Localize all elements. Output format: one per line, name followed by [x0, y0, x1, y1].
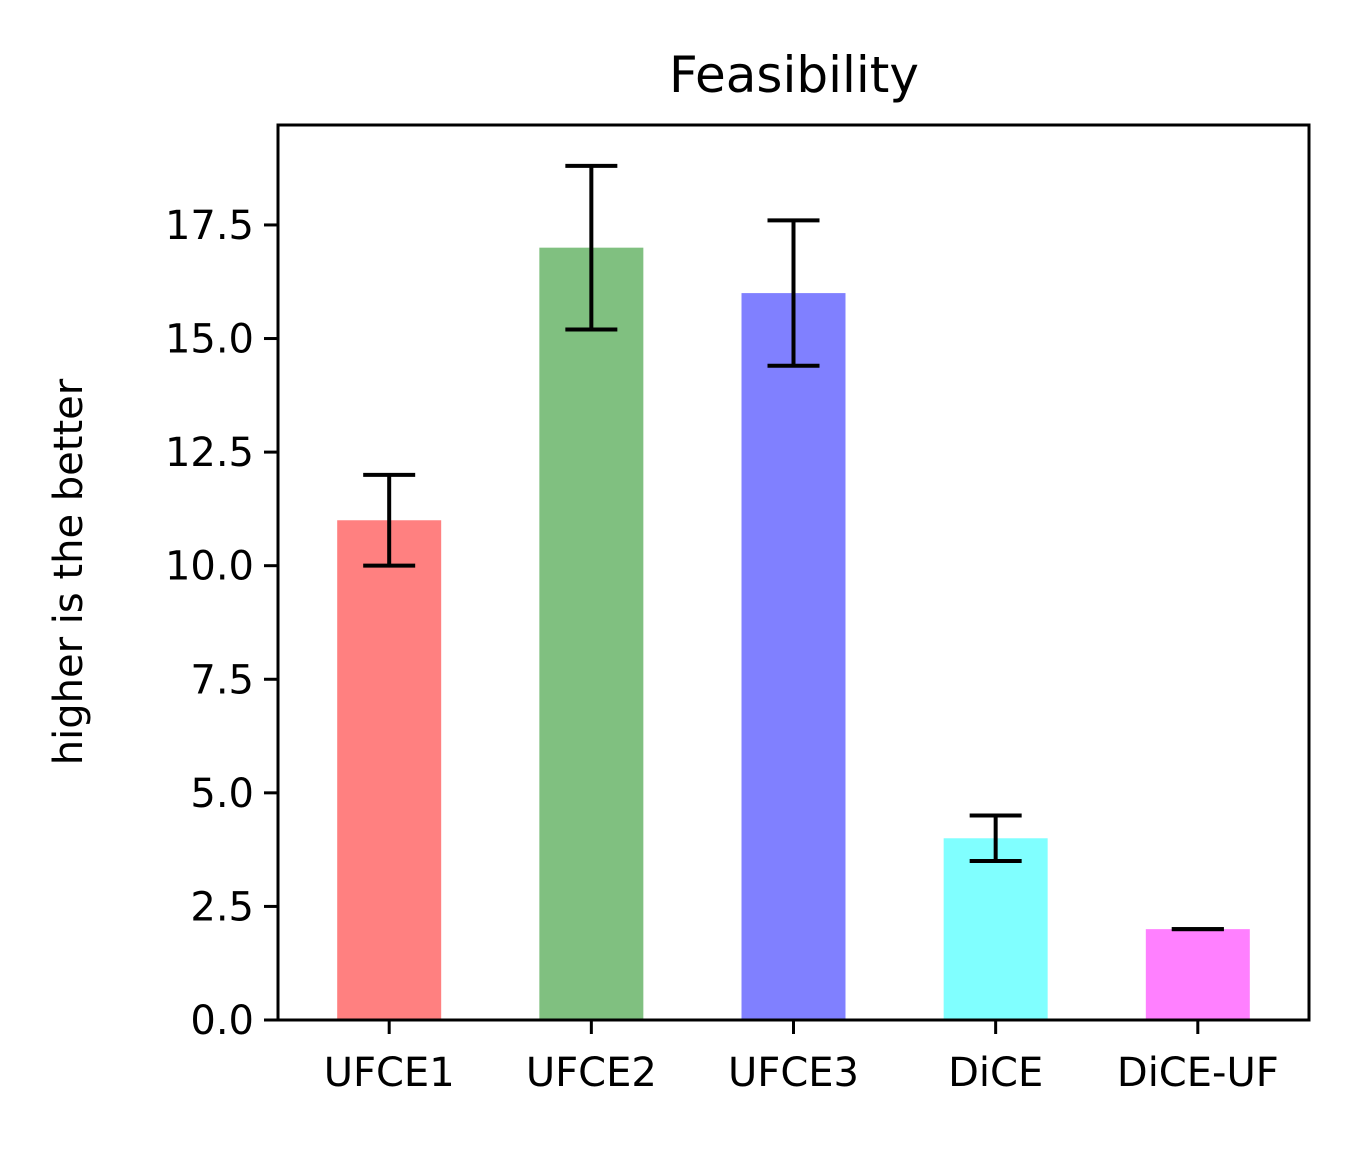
x-tick-label-ufce3: UFCE3 [728, 1050, 859, 1096]
bar-dice [943, 838, 1048, 1020]
y-tick-label-12.5: 12.5 [165, 430, 254, 476]
y-ticks-group: 0.0 2.5 5.0 7.5 10.0 12.5 15.0 17.5 [165, 203, 278, 1044]
x-ticks-group: UFCE1 UFCE2 UFCE3 DiCE DiCE-UF [324, 1020, 1279, 1096]
error-bars-group [363, 163, 1224, 932]
bars-group [337, 247, 1250, 1020]
y-tick-label-10.0: 10.0 [165, 544, 254, 590]
bar-ufce2 [539, 247, 644, 1020]
bar-ufce3 [741, 293, 846, 1020]
bar-ufce1 [337, 520, 442, 1020]
y-tick-label-0.0: 0.0 [190, 998, 254, 1044]
y-tick-label-7.5: 7.5 [190, 657, 254, 703]
chart-title: Feasibility [669, 46, 919, 104]
y-tick-label-2.5: 2.5 [190, 884, 254, 930]
y-tick-label-17.5: 17.5 [165, 203, 254, 249]
x-tick-label-dice: DiCE [948, 1050, 1043, 1096]
y-tick-label-15.0: 15.0 [165, 317, 254, 363]
plot-frame [276, 123, 1311, 1022]
y-tick-label-5.0: 5.0 [190, 771, 254, 817]
y-axis-label: higher is the better [46, 378, 92, 765]
x-tick-label-ufce2: UFCE2 [526, 1050, 657, 1096]
bar-dice-uf [1145, 929, 1250, 1020]
x-tick-label-ufce1: UFCE1 [324, 1050, 455, 1096]
x-tick-label-dice-uf: DiCE-UF [1117, 1050, 1279, 1096]
